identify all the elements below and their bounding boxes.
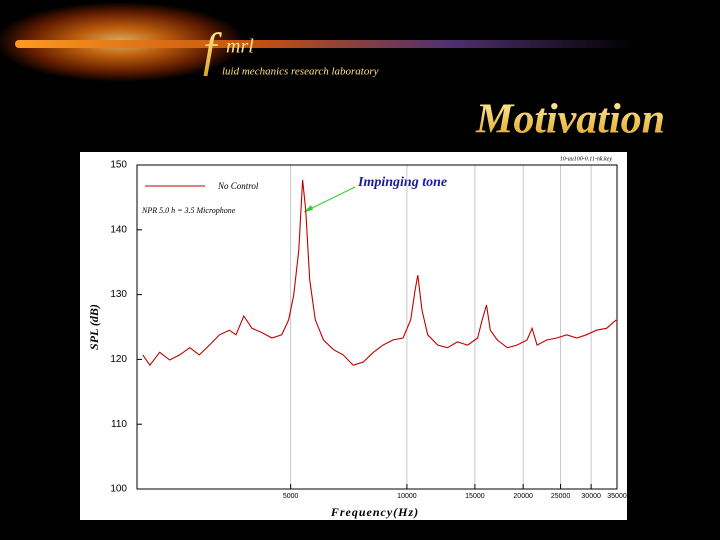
x-tick-label: 5000 <box>283 493 299 500</box>
x-tick-label: 10000 <box>397 493 417 500</box>
file-label: 10-au100-0.11-nk.key <box>560 156 613 162</box>
y-tick-label: 120 <box>110 354 127 365</box>
callout: Impinging tone <box>357 175 447 190</box>
y-tick-label: 150 <box>110 160 127 171</box>
y-tick-label: 100 <box>110 484 127 495</box>
annotation: NPR 5.0 h = 3.5 Microphone <box>141 206 236 215</box>
y-axis-title: SPL (dB) <box>87 304 101 350</box>
x-tick-label: 15000 <box>465 493 485 500</box>
y-tick-label: 130 <box>110 289 127 300</box>
data-line <box>142 179 617 367</box>
y-tick-label: 140 <box>110 224 127 235</box>
x-tick-label: 25000 <box>551 493 571 500</box>
x-tick-label: 20000 <box>513 493 533 500</box>
lab-name: luid mechanics research laboratory <box>222 66 379 78</box>
logo-text: mrl <box>226 36 254 58</box>
slide-title: Motivation <box>475 97 665 143</box>
legend-label: No Control <box>217 181 259 191</box>
chart-panel <box>80 152 627 520</box>
plot-frame <box>136 164 618 490</box>
x-axis-title: Frequency(Hz) <box>330 505 419 519</box>
logo-streak <box>15 40 635 48</box>
y-tick-label: 110 <box>111 419 127 430</box>
x-tick-label: 35000 <box>607 493 627 500</box>
x-tick-label: 30000 <box>581 493 601 500</box>
callout-arrow <box>303 186 356 213</box>
